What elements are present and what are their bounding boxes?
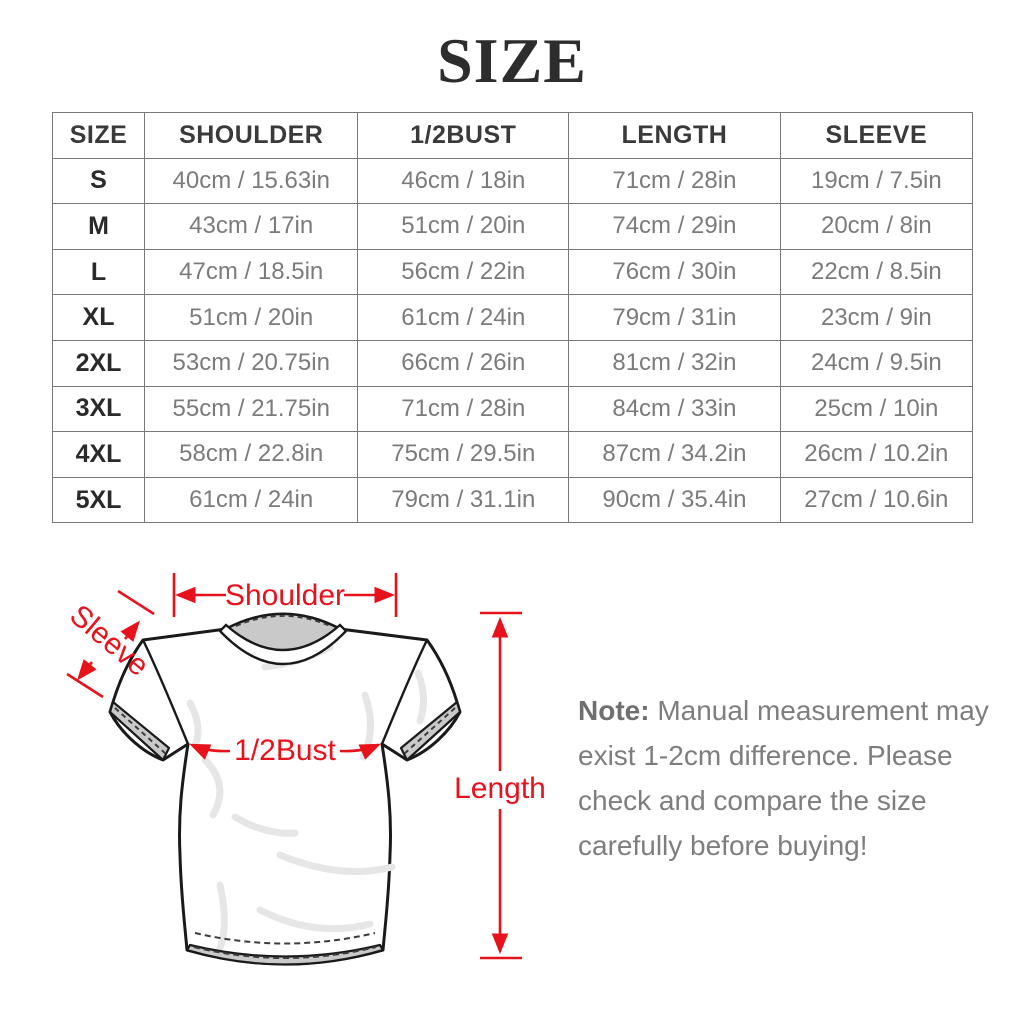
measurement-cell: 61cm / 24in xyxy=(143,476,359,524)
column-header: LENGTH xyxy=(568,112,781,159)
length-dimension-label: Length xyxy=(454,772,546,805)
measurement-cell: 27cm / 10.6in xyxy=(779,476,974,524)
table-row: 3XL 55cm / 21.75in 71cm / 28in 84cm / 33in 2… xyxy=(52,385,974,433)
table-row: 4XL 58cm / 22.8in 75cm / 29.5in 87cm / 34.2… xyxy=(52,431,974,478)
left-armhole-seam xyxy=(141,638,190,746)
measurement-cell: 55cm / 21.75in xyxy=(143,385,359,433)
measurement-cell: 90cm / 35.4in xyxy=(568,476,781,524)
measurement-cell: 79cm / 31.1in xyxy=(357,476,570,524)
note-body: Manual measurement may exist 1-2cm diffe… xyxy=(578,695,989,861)
table-row: 2XL 53cm / 20.75in 66cm / 26in 81cm / 32in 2… xyxy=(52,339,974,387)
measurement-cell: 76cm / 30in xyxy=(568,248,781,296)
collar-band xyxy=(218,623,348,666)
bust-arrow-left xyxy=(189,743,231,760)
measurement-cell: 20cm / 8in xyxy=(779,203,974,250)
tshirt-drawing xyxy=(108,612,462,966)
right-armhole-seam xyxy=(380,638,429,746)
measurement-cell: 75cm / 29.5in xyxy=(357,431,570,478)
size-label-cell: 3XL xyxy=(52,385,145,433)
size-label-cell: M xyxy=(52,203,145,250)
hem-stitch-upper xyxy=(194,932,376,945)
column-header: SHOULDER xyxy=(143,112,359,159)
measurement-cell: 84cm / 33in xyxy=(568,385,781,433)
measurement-cell: 19cm / 7.5in xyxy=(779,157,974,205)
measurement-cell: 71cm / 28in xyxy=(357,385,570,433)
measurement-cell: 24cm / 9.5in xyxy=(779,339,974,387)
table-row: M 43cm / 17in 51cm / 20in 74cm / 29in 20cm /… xyxy=(52,203,974,250)
left-cuff-stitch xyxy=(114,707,167,755)
column-header: 1/2BUST xyxy=(357,112,570,159)
column-header: SLEEVE xyxy=(779,112,974,159)
size-label-cell: XL xyxy=(52,294,145,341)
sleeve-arrow-up xyxy=(120,620,140,642)
table-row: 5XL 61cm / 24in 79cm / 31.1in 90cm / 35.4in… xyxy=(52,476,974,524)
table-row: L 47cm / 18.5in 56cm / 22in 76cm / 30in 22cm… xyxy=(52,248,974,296)
size-label-cell: 4XL xyxy=(52,431,145,478)
table-row: XL 51cm / 20in 61cm / 24in 79cm / 31in 23cm … xyxy=(52,294,974,341)
measurement-cell: 58cm / 22.8in xyxy=(143,431,359,478)
sleeve-tick-bottom xyxy=(66,672,104,699)
measurement-cell: 23cm / 9in xyxy=(779,294,974,341)
measurement-cell: 79cm / 31in xyxy=(568,294,781,341)
right-cuff-stitch xyxy=(403,707,456,755)
measurement-cell: 61cm / 24in xyxy=(357,294,570,341)
measurement-cell: 71cm / 28in xyxy=(568,157,781,205)
note-prefix: Note: xyxy=(578,695,650,726)
tshirt-measurement-diagram: Shoulder Sleeve 1/2Bust Length xyxy=(63,573,546,966)
measurement-cell: 66cm / 26in xyxy=(357,339,570,387)
size-label-cell: 5XL xyxy=(52,476,145,524)
shoulder-dimension-label: Shoulder xyxy=(225,579,345,612)
page-title: SIZE xyxy=(437,25,587,96)
wrinkle-shading xyxy=(414,669,427,725)
size-table-head-row: SIZE SHOULDER 1/2BUST LENGTH SLEEVE xyxy=(52,112,974,159)
wrinkle-shading xyxy=(186,699,202,747)
measurement-cell: 51cm / 20in xyxy=(357,203,570,250)
size-label-cell: S xyxy=(52,157,145,205)
wrinkle-shading xyxy=(276,851,396,875)
measurement-cell: 47cm / 18.5in xyxy=(143,248,359,296)
measurement-cell: 40cm / 15.63in xyxy=(143,157,359,205)
wrinkle-shading xyxy=(201,756,224,819)
measurement-cell: 53cm / 20.75in xyxy=(143,339,359,387)
measurement-cell: 56cm / 22in xyxy=(357,248,570,296)
size-label-cell: 2XL xyxy=(52,339,145,387)
measurement-cell: 43cm / 17in xyxy=(143,203,359,250)
hem-stitch-lower xyxy=(193,946,377,959)
wrinkle-shading xyxy=(256,906,374,933)
sleeve-arrow-down xyxy=(77,659,97,681)
column-header: SIZE xyxy=(52,112,145,159)
measurement-cell: 81cm / 32in xyxy=(568,339,781,387)
size-table-body: S 40cm / 15.63in 46cm / 18in 71cm / 28in 19c… xyxy=(52,157,974,524)
measurement-cell: 26cm / 10.2in xyxy=(779,431,974,478)
sleeve-tick-top xyxy=(117,589,155,616)
size-table: SIZE SHOULDER 1/2BUST LENGTH SLEEVE S 40cm / … xyxy=(52,112,974,524)
measurement-cell: 25cm / 10in xyxy=(779,385,974,433)
bust-arrow-right xyxy=(339,743,381,760)
collar-stitch xyxy=(235,615,331,627)
measurement-cell: 74cm / 29in xyxy=(568,203,781,250)
measurement-cell: 51cm / 20in xyxy=(143,294,359,341)
size-label-cell: L xyxy=(52,248,145,296)
note-text: Note: Manual measurement may exist 1-2cm… xyxy=(578,688,1002,868)
table-row: S 40cm / 15.63in 46cm / 18in 71cm / 28in 19c… xyxy=(52,157,974,205)
bust-dimension-label: 1/2Bust xyxy=(234,734,336,767)
measurement-cell: 22cm / 8.5in xyxy=(779,248,974,296)
measurement-cell: 46cm / 18in xyxy=(357,157,570,205)
wrinkle-shading xyxy=(231,813,299,837)
measurement-cell: 87cm / 34.2in xyxy=(568,431,781,478)
hem-band xyxy=(185,943,385,966)
